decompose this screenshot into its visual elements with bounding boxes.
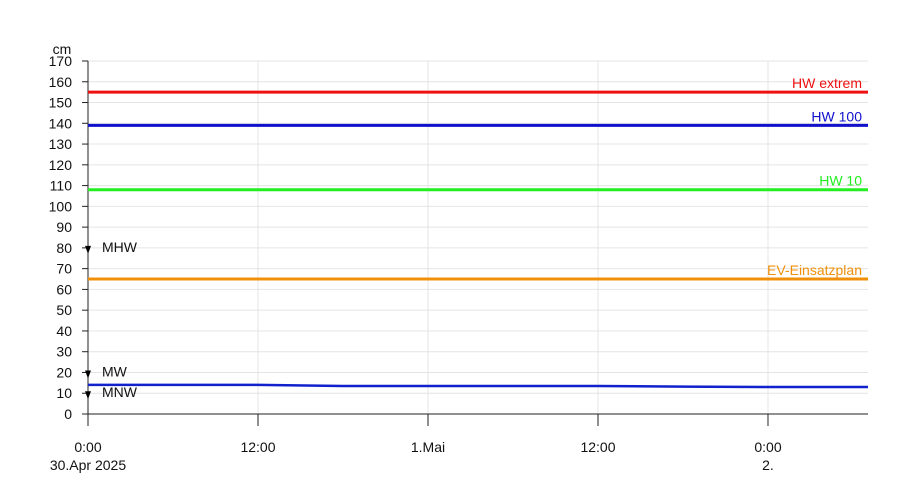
threshold-label: HW 100 bbox=[811, 108, 862, 124]
y-axis-label: cm bbox=[53, 41, 72, 57]
x-tick-sublabel: 2. bbox=[762, 457, 774, 473]
x-tick-label: 0:00 bbox=[74, 439, 101, 455]
y-tick-label: 50 bbox=[56, 302, 72, 318]
y-tick-label: 0 bbox=[64, 406, 72, 422]
y-tick-label: 40 bbox=[56, 323, 72, 339]
marker-triangle bbox=[85, 391, 91, 400]
marker-label: MNW bbox=[102, 384, 138, 400]
y-tick-label: 130 bbox=[49, 136, 73, 152]
y-tick-label: 170 bbox=[49, 53, 73, 69]
y-tick-label: 150 bbox=[49, 95, 73, 111]
y-tick-label: 30 bbox=[56, 344, 72, 360]
marker-triangle bbox=[85, 245, 91, 254]
x-tick-label: 1.Mai bbox=[411, 439, 445, 455]
y-tick-label: 140 bbox=[49, 115, 73, 131]
x-tick-label: 0:00 bbox=[754, 439, 781, 455]
y-tick-label: 60 bbox=[56, 281, 72, 297]
marker-label: MW bbox=[102, 363, 128, 379]
y-tick-label: 10 bbox=[56, 385, 72, 401]
threshold-label: EV-Einsatzplan bbox=[767, 262, 862, 278]
y-tick-label: 120 bbox=[49, 157, 73, 173]
y-tick-label: 110 bbox=[50, 178, 73, 194]
threshold-label: HW 10 bbox=[819, 173, 862, 189]
y-tick-label: 100 bbox=[49, 198, 73, 214]
y-tick-label: 20 bbox=[56, 364, 72, 380]
y-tick-label: 80 bbox=[56, 240, 72, 256]
threshold-label: HW extrem bbox=[792, 75, 862, 91]
series-line bbox=[88, 383, 868, 389]
x-tick-label: 12:00 bbox=[580, 439, 615, 455]
y-tick-label: 90 bbox=[56, 219, 72, 235]
y-tick-label: 70 bbox=[56, 261, 72, 277]
marker-triangle bbox=[85, 370, 91, 379]
marker-label: MHW bbox=[102, 239, 138, 255]
x-tick-label: 12:00 bbox=[240, 439, 275, 455]
x-tick-sublabel: 30.Apr 2025 bbox=[50, 457, 126, 473]
y-tick-label: 160 bbox=[49, 74, 73, 90]
